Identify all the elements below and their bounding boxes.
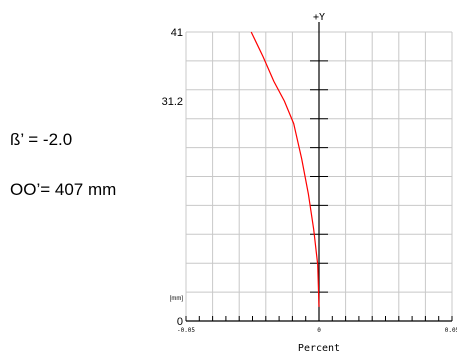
object-distance-label: OO’= 407 mm: [10, 180, 117, 199]
series-group: [250, 31, 320, 307]
x-tick-label: 0.05: [445, 327, 457, 334]
ticks: [185, 60, 453, 322]
y-tick-label: 0: [177, 316, 183, 328]
x-tick-label: -0.05: [177, 327, 195, 334]
x-tick-label: 0: [317, 327, 321, 334]
axes: [186, 22, 452, 322]
y-axis-title: +Y: [313, 12, 325, 23]
y-unit-label: [mm]: [170, 296, 184, 302]
y-tick-label: 41: [171, 27, 183, 39]
y-tick-label: 31.2: [162, 96, 183, 108]
series-line: [250, 31, 320, 307]
magnification-label: ß’ = -2.0: [10, 130, 73, 149]
x-axis-title: Percent: [298, 343, 340, 354]
